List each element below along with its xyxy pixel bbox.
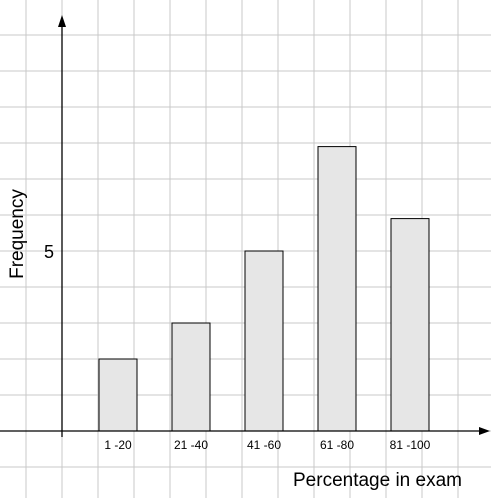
x-tick-label-3: 41 -60	[247, 438, 281, 452]
bar-1	[98, 358, 138, 432]
x-tick-labels: 1 -20 21 -40 41 -60 61 -80 81 -100	[104, 438, 430, 452]
x-tick-label-2: 21 -40	[174, 438, 208, 452]
bar-2	[171, 322, 211, 432]
bar-4	[317, 146, 357, 432]
x-tick-label-1: 1 -20	[104, 438, 132, 452]
y-tick-labels: 5	[44, 242, 54, 262]
bar-5	[390, 218, 430, 432]
y-tick-label-1: 5	[44, 242, 54, 262]
x-tick-label-4: 61 -80	[320, 438, 354, 452]
bar-3	[244, 250, 284, 432]
y-axis-label: Frequency	[7, 189, 28, 279]
x-axis-arrow	[479, 427, 490, 435]
bars	[98, 146, 430, 432]
x-tick-label-5: 81 -100	[390, 438, 431, 452]
x-axis-label: Percentage in exam	[293, 470, 462, 491]
y-axis-arrow	[58, 15, 66, 27]
axes	[0, 15, 490, 437]
